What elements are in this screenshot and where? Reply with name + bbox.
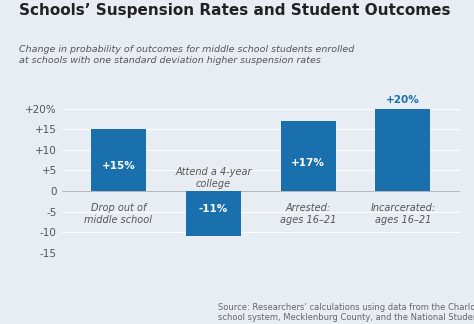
Text: Incarcerated:
ages 16–21: Incarcerated: ages 16–21	[370, 203, 436, 225]
Text: Arrested:
ages 16–21: Arrested: ages 16–21	[280, 203, 336, 225]
Text: Change in probability of outcomes for middle school students enrolled
at schools: Change in probability of outcomes for mi…	[19, 45, 354, 65]
Text: +20%: +20%	[386, 95, 420, 105]
Bar	[281, 121, 336, 191]
Text: Drop out of
middle school: Drop out of middle school	[84, 203, 153, 225]
Text: +15%: +15%	[101, 161, 136, 171]
Text: Attend a 4-year
college: Attend a 4-year college	[175, 167, 252, 189]
Bar	[91, 129, 146, 191]
Text: Schools’ Suspension Rates and Student Outcomes: Schools’ Suspension Rates and Student Ou…	[19, 3, 450, 18]
Bar	[375, 109, 430, 191]
Text: -11%: -11%	[199, 204, 228, 214]
Bar	[186, 191, 241, 236]
Text: Source: Researchers’ calculations using data from the Charlotte-Mecklenburg
scho: Source: Researchers’ calculations using …	[218, 303, 474, 322]
Text: +17%: +17%	[291, 158, 325, 168]
